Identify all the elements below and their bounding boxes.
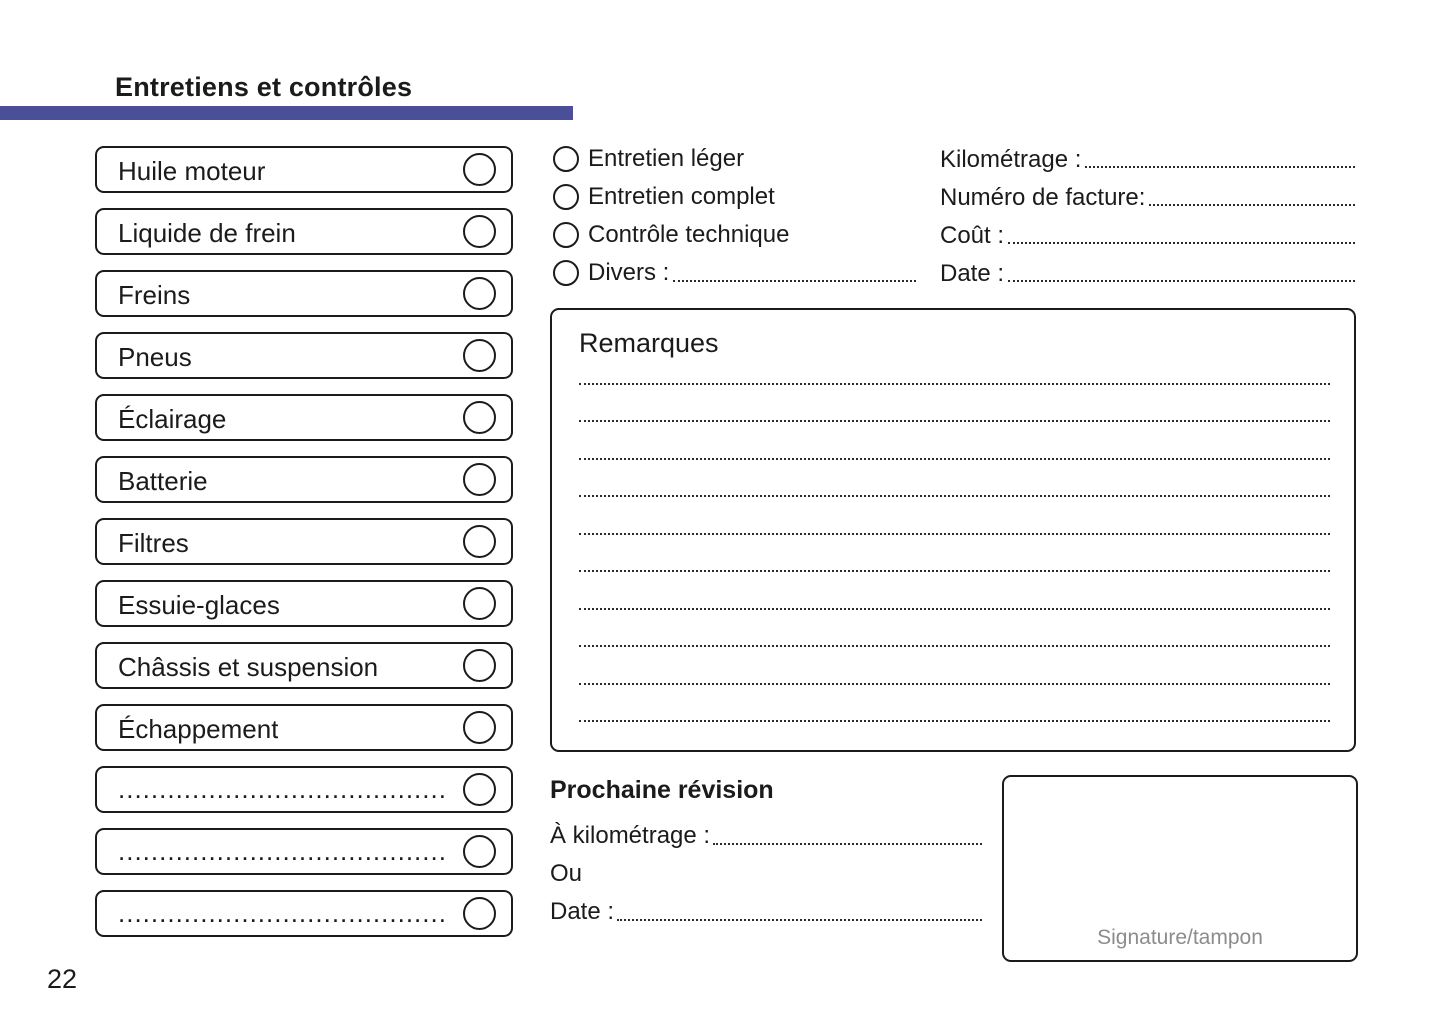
next-service-or-row: Ou bbox=[550, 858, 982, 888]
checkbox-circle-icon[interactable] bbox=[463, 835, 496, 868]
checkbox-circle-icon[interactable] bbox=[463, 463, 496, 496]
next-service-or-label: Ou bbox=[550, 860, 583, 887]
cout-write-in-line[interactable] bbox=[1008, 242, 1355, 244]
facture-write-in-line[interactable] bbox=[1149, 204, 1355, 206]
checkbox-circle-icon[interactable] bbox=[463, 277, 496, 310]
next-service-mileage-row: À kilométrage : bbox=[550, 820, 982, 850]
check-item-liquide-de-frein: Liquide de frein bbox=[95, 208, 513, 255]
checkbox-circle-icon[interactable] bbox=[463, 215, 496, 248]
next-service-date-row: Date : bbox=[550, 896, 982, 926]
check-item-huile-moteur: Huile moteur bbox=[95, 146, 513, 193]
radio-label: Divers : bbox=[588, 259, 670, 286]
next-service-date-label: Date : bbox=[550, 898, 615, 925]
date-write-in-line[interactable] bbox=[1008, 280, 1355, 282]
field-label: Date : bbox=[940, 260, 1005, 287]
checkbox-circle-icon[interactable] bbox=[463, 711, 496, 744]
radio-label: Contrôle technique bbox=[588, 221, 790, 248]
remarks-write-in-line[interactable] bbox=[579, 608, 1330, 610]
check-item-filtres: Filtres bbox=[95, 518, 513, 565]
signature-stamp-label: Signature/tampon bbox=[1097, 926, 1263, 949]
remarks-write-in-line[interactable] bbox=[579, 683, 1330, 685]
check-item-blank-2: ........................................ bbox=[95, 828, 513, 875]
checkbox-circle-icon[interactable] bbox=[463, 153, 496, 186]
check-item-label: Huile moteur bbox=[118, 156, 266, 186]
remarks-title: Remarques bbox=[579, 328, 719, 358]
remarks-write-in-line[interactable] bbox=[579, 420, 1330, 422]
checkbox-circle-icon[interactable] bbox=[463, 649, 496, 682]
checkbox-circle-icon[interactable] bbox=[463, 401, 496, 434]
field-row-numero-de-facture: Numéro de facture: bbox=[940, 183, 1355, 211]
check-item-batterie: Batterie bbox=[95, 456, 513, 503]
field-row-kilometrage: Kilométrage : bbox=[940, 145, 1355, 173]
checkbox-circle-icon[interactable] bbox=[463, 525, 496, 558]
remarks-box: Remarques bbox=[550, 308, 1356, 752]
title-accent-bar bbox=[0, 106, 573, 120]
remarks-write-in-line[interactable] bbox=[579, 570, 1330, 572]
check-item-echappement: Échappement bbox=[95, 704, 513, 751]
next-service-mileage-write-in-line[interactable] bbox=[713, 843, 982, 845]
remarks-write-in-line[interactable] bbox=[579, 383, 1330, 385]
check-item-blank-line[interactable]: ........................................ bbox=[118, 774, 447, 804]
checkbox-circle-icon[interactable] bbox=[463, 897, 496, 930]
radio-circle-icon[interactable] bbox=[553, 184, 579, 210]
check-item-label: Batterie bbox=[118, 466, 208, 496]
check-item-label: Essuie-glaces bbox=[118, 590, 280, 620]
remarks-write-in-line[interactable] bbox=[579, 495, 1330, 497]
check-item-label: Filtres bbox=[118, 528, 189, 558]
remarks-write-in-line[interactable] bbox=[579, 533, 1330, 535]
radio-row-entretien-leger: Entretien léger bbox=[553, 145, 744, 173]
check-item-blank-line[interactable]: ........................................ bbox=[118, 836, 447, 866]
radio-label: Entretien complet bbox=[588, 183, 775, 210]
checkbox-circle-icon[interactable] bbox=[463, 773, 496, 806]
page-number: 22 bbox=[47, 964, 78, 994]
radio-row-controle-technique: Contrôle technique bbox=[553, 221, 789, 249]
next-service-mileage-label: À kilométrage : bbox=[550, 822, 711, 849]
remarks-write-in-line[interactable] bbox=[579, 645, 1330, 647]
check-item-blank-3: ........................................ bbox=[95, 890, 513, 937]
check-item-blank-line[interactable]: ........................................ bbox=[118, 898, 447, 928]
page-title: Entretiens et contrôles bbox=[115, 72, 413, 102]
check-item-label: Châssis et suspension bbox=[118, 652, 379, 682]
radio-circle-icon[interactable] bbox=[553, 222, 579, 248]
check-item-label: Freins bbox=[118, 280, 191, 310]
check-item-label: Liquide de frein bbox=[118, 218, 296, 248]
check-item-pneus: Pneus bbox=[95, 332, 513, 379]
checkbox-circle-icon[interactable] bbox=[463, 587, 496, 620]
field-label: Kilométrage : bbox=[940, 146, 1082, 173]
check-item-freins: Freins bbox=[95, 270, 513, 317]
radio-circle-icon[interactable] bbox=[553, 260, 579, 286]
next-service-date-write-in-line[interactable] bbox=[617, 919, 982, 921]
radio-circle-icon[interactable] bbox=[553, 146, 579, 172]
next-service-title: Prochaine révision bbox=[550, 776, 774, 804]
remarks-write-in-line[interactable] bbox=[579, 458, 1330, 460]
radio-row-divers: Divers : bbox=[553, 259, 917, 287]
remarks-write-in-line[interactable] bbox=[579, 720, 1330, 722]
signature-stamp-area[interactable]: Signature/tampon bbox=[1002, 775, 1358, 962]
field-label: Numéro de facture: bbox=[940, 184, 1146, 211]
radio-row-entretien-complet: Entretien complet bbox=[553, 183, 775, 211]
check-item-label: Pneus bbox=[118, 342, 192, 372]
check-item-label: Éclairage bbox=[118, 404, 227, 434]
field-row-date: Date : bbox=[940, 259, 1355, 287]
check-item-eclairage: Éclairage bbox=[95, 394, 513, 441]
kilometrage-write-in-line[interactable] bbox=[1085, 166, 1355, 168]
check-item-blank-1: ........................................ bbox=[95, 766, 513, 813]
check-item-label: Échappement bbox=[118, 714, 279, 744]
field-row-cout: Coût : bbox=[940, 221, 1355, 249]
check-item-chassis-et-suspension: Châssis et suspension bbox=[95, 642, 513, 689]
checkbox-circle-icon[interactable] bbox=[463, 339, 496, 372]
radio-label: Entretien léger bbox=[588, 145, 745, 172]
divers-write-in-line[interactable] bbox=[673, 280, 917, 282]
check-item-essuie-glaces: Essuie-glaces bbox=[95, 580, 513, 627]
field-label: Coût : bbox=[940, 222, 1005, 249]
